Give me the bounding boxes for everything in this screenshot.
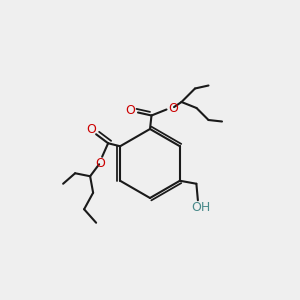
- Text: O: O: [86, 123, 96, 136]
- Text: O: O: [168, 102, 178, 115]
- Text: O: O: [126, 104, 135, 118]
- Text: OH: OH: [191, 201, 211, 214]
- Text: O: O: [95, 157, 105, 170]
